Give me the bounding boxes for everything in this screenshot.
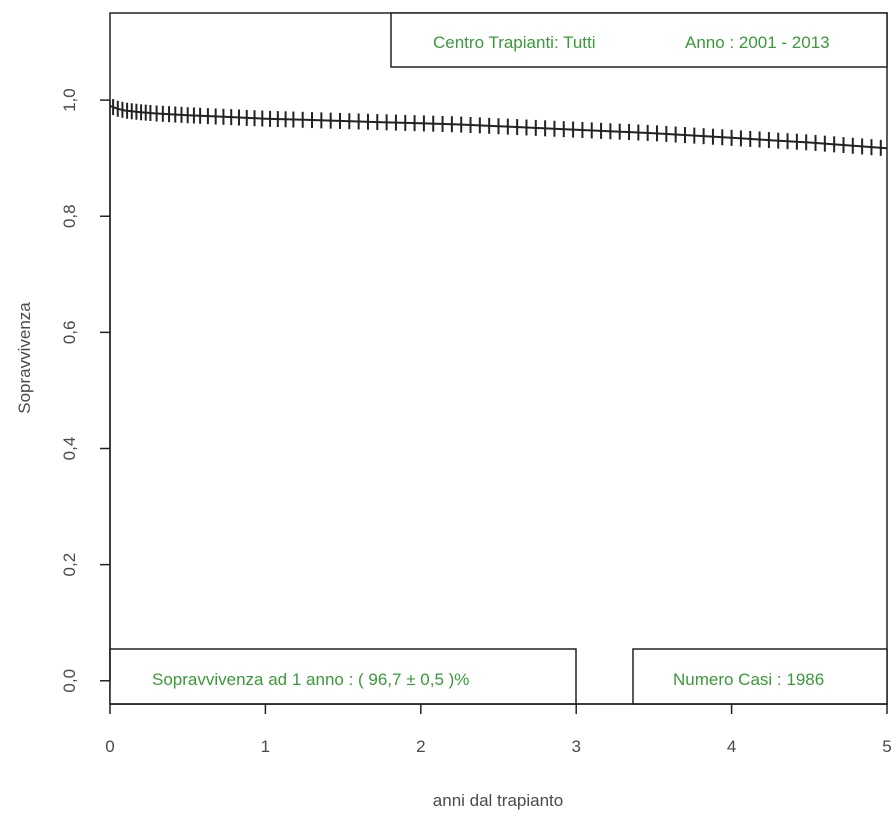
survival-series [109, 104, 888, 150]
y-tick-label: 0,8 [60, 204, 79, 228]
y-tick-label: 0,4 [60, 437, 79, 461]
y-tick-label: 0,0 [60, 669, 79, 693]
x-axis: 0 1 2 3 4 5 [105, 703, 892, 756]
y-tick-label: 1,0 [60, 88, 79, 112]
one-year-survival-text: Sopravvivenza ad 1 anno : ( 96,7 ± 0,5 )… [152, 670, 469, 689]
y-tick-label: 0,6 [60, 321, 79, 345]
x-axis-title: anni dal trapianto [433, 791, 563, 810]
x-tick-label: 4 [727, 737, 736, 756]
x-tick-label: 3 [571, 737, 580, 756]
survival-curve [109, 104, 888, 150]
x-tick-label: 1 [261, 737, 270, 756]
case-count-text: Numero Casi : 1986 [673, 670, 824, 689]
top-legend: Centro Trapianti: Tutti Anno : 2001 - 20… [390, 12, 888, 68]
bottom-right-legend: Numero Casi : 1986 [632, 648, 888, 705]
bottom-right-legend-box [632, 648, 888, 705]
y-axis: 0,0 0,2 0,4 0,6 0,8 1,0 [60, 88, 111, 693]
legend-year-text: Anno : 2001 - 2013 [685, 33, 830, 52]
x-tick-label: 0 [105, 737, 114, 756]
y-tick-label: 0,2 [60, 553, 79, 577]
x-tick-label: 5 [882, 737, 891, 756]
censor-marks [112, 99, 882, 156]
bottom-left-legend: Sopravvivenza ad 1 anno : ( 96,7 ± 0,5 )… [109, 648, 577, 705]
bottom-left-legend-box [109, 648, 577, 705]
y-axis-title: Sopravvivenza [15, 302, 34, 414]
legend-center-text: Centro Trapianti: Tutti [433, 33, 596, 52]
x-tick-label: 2 [416, 737, 425, 756]
top-legend-box [390, 12, 888, 68]
